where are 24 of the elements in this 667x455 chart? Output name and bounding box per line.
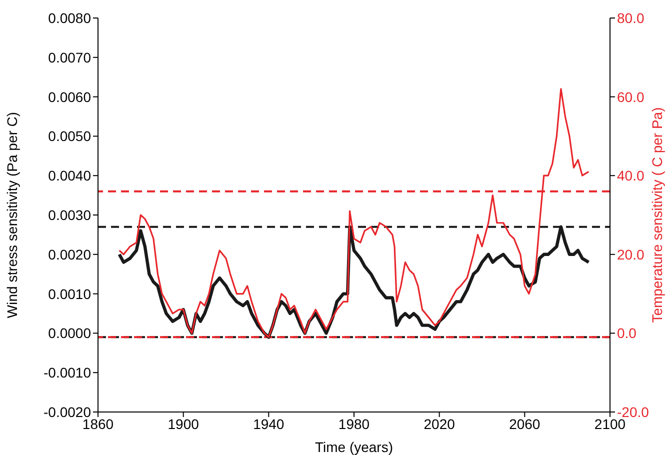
x-tick-label: 1940 bbox=[253, 416, 284, 432]
y-tick-label: 0.0070 bbox=[48, 49, 92, 66]
y-tick-label: -0.0020 bbox=[44, 404, 92, 420]
y-tick-label: -0.0010 bbox=[44, 364, 92, 381]
y2-tick-label: 40.0 bbox=[617, 168, 644, 184]
y2-tick-label: 0.0 bbox=[617, 325, 637, 342]
y-axis-title: Wind stress sensitivity (Pa per C) bbox=[4, 112, 20, 318]
x-tick-label: 2020 bbox=[424, 416, 456, 432]
x-tick-label: 1900 bbox=[168, 416, 200, 432]
y-tick-label: 0.0000 bbox=[48, 325, 92, 342]
y-tick-label: 0.0050 bbox=[48, 128, 92, 144]
y-tick-label: 0.0080 bbox=[48, 10, 92, 26]
y-tick-label: 0.0020 bbox=[48, 246, 92, 262]
y-tick-label: 0.0040 bbox=[48, 168, 92, 184]
y-tick-label: 0.0030 bbox=[48, 206, 92, 223]
y2-tick-label: 80.0 bbox=[617, 10, 644, 26]
y2-tick-label: 60.0 bbox=[617, 88, 644, 105]
y-tick-label: 0.0010 bbox=[48, 286, 92, 302]
x-tick-label: 1980 bbox=[338, 416, 370, 432]
y2-axis-title: Temperature sensitivity ( C per Pa) bbox=[648, 107, 665, 323]
x-tick-label: 2060 bbox=[509, 416, 540, 432]
y-tick-label: 0.0060 bbox=[48, 88, 92, 105]
y2-tick-label: 20.0 bbox=[617, 246, 644, 262]
x-axis-title: Time (years) bbox=[314, 439, 394, 455]
